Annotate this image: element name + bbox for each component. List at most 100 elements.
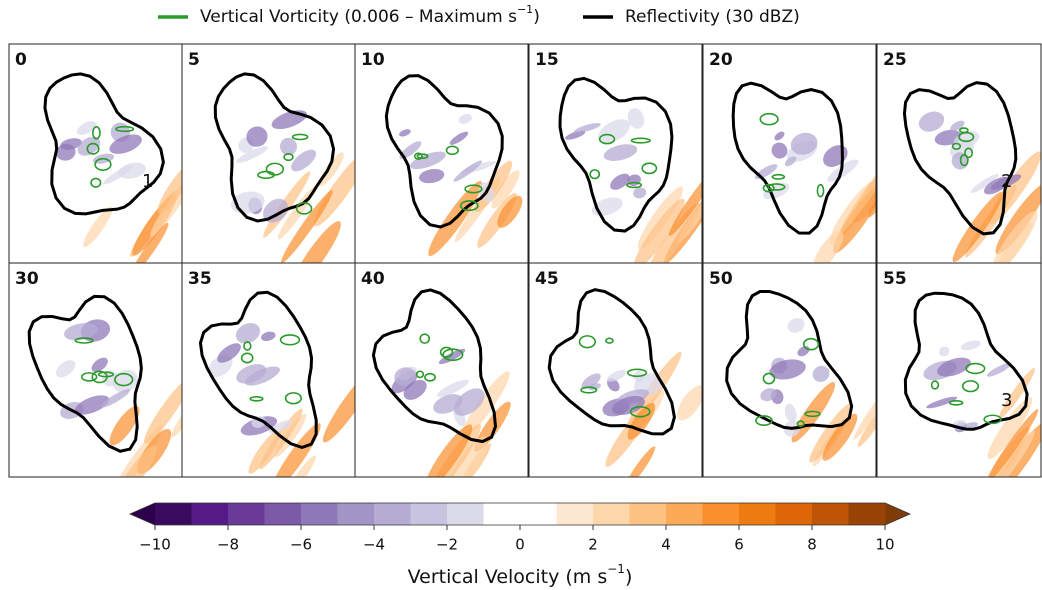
panel-label: 30: [15, 269, 39, 289]
reflectivity-contour: [371, 288, 498, 444]
colorbar-segment: [447, 503, 484, 525]
vorticity-contour: [578, 335, 597, 349]
panel-label: 55: [883, 269, 907, 289]
colorbar-label-text: Vertical Velocity (m s: [408, 566, 608, 588]
panel-label: 10: [361, 50, 385, 70]
downdraft-patch: [812, 365, 830, 382]
legend-label: Reflectivity (30 dBZ): [625, 7, 800, 27]
updraft-streak: [287, 455, 316, 477]
updraft-streak: [644, 203, 700, 263]
downdraft-patch: [760, 388, 777, 402]
colorbar-segment: [410, 503, 448, 525]
updraft-streak: [322, 367, 355, 443]
colorbar-tick-label: 10: [875, 536, 894, 554]
panel-annotation: 1: [142, 171, 153, 192]
downdraft-patch: [453, 388, 485, 416]
downdraft-patch: [610, 173, 630, 190]
vorticity-contour: [464, 184, 483, 194]
downdraft-patch: [438, 348, 466, 365]
colorbar-label-tail: ): [625, 566, 632, 588]
vorticity-contour: [598, 133, 616, 145]
vorticity-contour: [94, 157, 112, 172]
vorticity-contour: [948, 399, 964, 406]
reflectivity-contour: [902, 81, 1018, 236]
reflectivity-contour: [213, 72, 336, 223]
downdraft-patch: [449, 131, 469, 145]
downdraft-patch: [91, 357, 108, 373]
downdraft-patch: [771, 142, 788, 159]
colorbar-segment: [702, 503, 740, 525]
downdraft-patch: [458, 113, 472, 124]
colorbar-tick-label: 4: [661, 536, 671, 554]
downdraft-patch: [63, 323, 98, 341]
vorticity-contour: [415, 370, 425, 379]
colorbar-tick-label: 0: [515, 536, 525, 554]
reflectivity-contour: [903, 291, 1029, 431]
reflectivity-contour: [725, 289, 854, 430]
downdraft-patch: [263, 198, 289, 223]
vorticity-contour: [796, 420, 805, 427]
downdraft-patch: [565, 130, 586, 140]
vorticity-contour: [767, 183, 786, 191]
updraft-streak: [83, 206, 113, 248]
updraft-streak: [144, 377, 182, 444]
vorticity-contour: [442, 348, 464, 362]
colorbar-segment: [739, 503, 776, 525]
updraft-streak: [281, 190, 333, 263]
downdraft-patch: [598, 119, 630, 144]
downdraft-patch: [76, 121, 97, 135]
downdraft-patch: [633, 187, 647, 199]
downdraft-patch: [291, 149, 317, 172]
downdraft-patch: [236, 146, 269, 163]
colorbar-segment: [812, 503, 849, 525]
downdraft-patch: [235, 323, 260, 344]
downdraft-patch: [960, 340, 981, 351]
downdraft-patch: [56, 143, 76, 161]
vorticity-contour: [816, 183, 825, 198]
reflectivity-contour: [547, 288, 676, 436]
colorbar-tick-label: −2: [436, 536, 458, 554]
panel-frame: [354, 262, 529, 478]
downdraft-patch: [926, 396, 958, 409]
vorticity-contour: [626, 368, 648, 378]
vorticity-contour: [419, 333, 431, 344]
updraft-streak: [291, 221, 341, 263]
panel: [182, 263, 355, 477]
panel-annotation: 2: [1001, 171, 1012, 192]
vorticity-contour: [74, 337, 94, 344]
reflectivity-contour: [43, 72, 165, 216]
downdraft-patch: [603, 144, 638, 161]
updraft-streak: [157, 160, 182, 214]
colorbar-segment: [848, 503, 886, 525]
panel-label: 45: [535, 269, 559, 289]
updraft-streak: [497, 195, 523, 228]
downdraft-patch: [790, 132, 818, 155]
colorbar-tick-label: 2: [588, 536, 598, 554]
vorticity-contour: [249, 396, 264, 402]
panel-label: 0: [15, 50, 27, 70]
panel-label: 25: [883, 50, 907, 70]
downdraft-patch: [763, 182, 790, 200]
colorbar-segment: [155, 503, 192, 525]
vorticity-contour: [243, 341, 252, 351]
vorticity-contour: [291, 133, 309, 141]
panel: [9, 44, 182, 263]
updraft-streak: [313, 152, 355, 227]
downdraft-patch: [245, 366, 280, 386]
panel: [529, 263, 702, 477]
colorbar-segment: [629, 503, 667, 525]
legend-sup: −1: [517, 3, 533, 16]
downdraft-patch: [399, 129, 411, 137]
downdraft-patch: [437, 379, 469, 397]
panel-label: 40: [361, 269, 385, 289]
updraft-streak: [150, 172, 182, 238]
downdraft-patch: [574, 123, 601, 133]
panel: [355, 263, 528, 477]
vorticity-contour: [283, 153, 294, 162]
updraft-streak: [839, 157, 876, 234]
colorbar-segment: [483, 503, 521, 525]
downdraft-patch: [774, 131, 785, 141]
downdraft-patch: [607, 369, 627, 382]
updraft-streak: [857, 406, 876, 447]
